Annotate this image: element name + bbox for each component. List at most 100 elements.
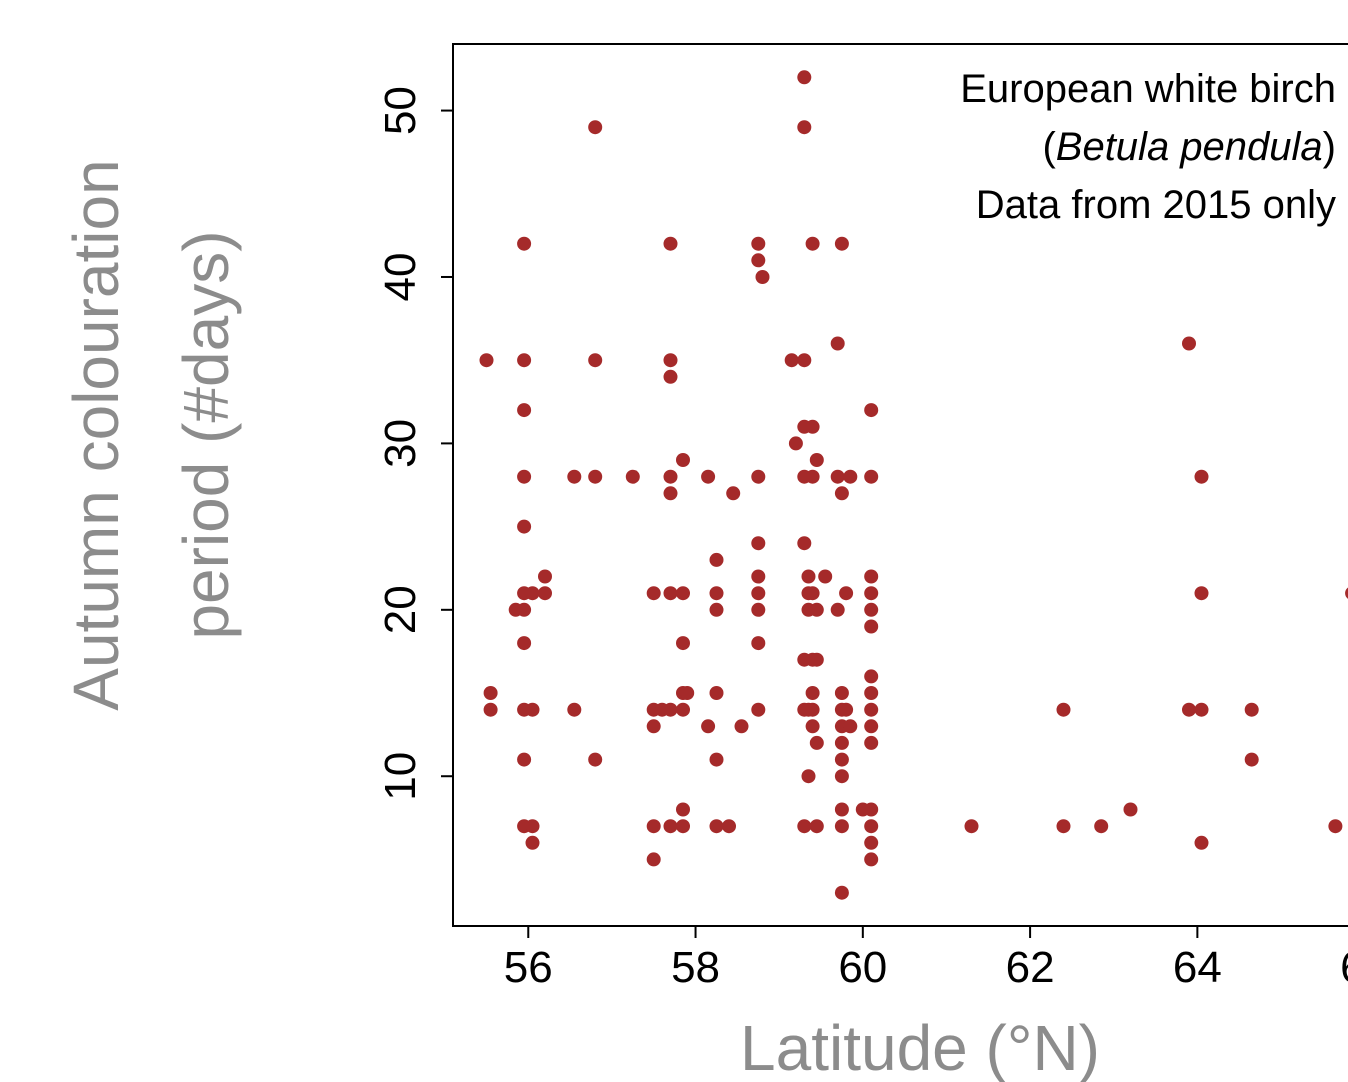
x-axis-title: Latitude (°N)	[740, 1012, 1100, 1082]
data-point	[646, 719, 661, 734]
data-point	[751, 469, 766, 484]
data-point	[809, 735, 824, 750]
data-point	[864, 619, 879, 634]
data-point	[864, 569, 879, 584]
data-point	[588, 752, 603, 767]
data-point	[751, 253, 766, 268]
data-point	[751, 569, 766, 584]
data-point	[801, 569, 816, 584]
data-point	[709, 752, 724, 767]
x-tick-label: 56	[504, 943, 553, 992]
y-axis-title-line-2: period (#days)	[170, 230, 242, 639]
data-point	[751, 702, 766, 717]
data-point	[525, 819, 540, 834]
annotation-species-common: European white birch	[960, 67, 1336, 111]
data-point	[525, 586, 540, 601]
data-point	[1056, 819, 1071, 834]
data-point	[805, 236, 820, 251]
data-point	[809, 453, 824, 467]
data-point	[751, 586, 766, 601]
data-point	[839, 586, 854, 601]
data-point	[1194, 586, 1209, 601]
y-tick-label: 50	[376, 86, 425, 135]
data-point	[855, 802, 870, 817]
data-point	[676, 636, 690, 651]
data-point	[864, 469, 879, 484]
data-point	[797, 353, 812, 368]
data-point	[797, 70, 812, 85]
x-tick-label: 66	[1340, 943, 1348, 992]
data-point	[517, 236, 532, 251]
data-point	[1345, 587, 1348, 599]
data-point	[646, 586, 661, 601]
data-point	[751, 602, 766, 617]
data-point	[726, 486, 741, 501]
data-point	[722, 819, 736, 834]
data-point	[1094, 819, 1109, 834]
data-point	[517, 469, 532, 484]
data-point	[676, 819, 690, 834]
data-point	[646, 819, 661, 834]
data-point	[663, 819, 678, 834]
data-point	[830, 336, 845, 351]
data-point	[676, 453, 690, 467]
data-point	[538, 586, 552, 601]
data-point	[525, 835, 540, 850]
y-axis: 10 20 30 40 50	[376, 86, 453, 801]
data-point	[864, 686, 879, 700]
data-point	[1328, 819, 1343, 834]
legend-annotation: European white birch (Betula pendula) Da…	[960, 67, 1336, 227]
data-point	[1194, 702, 1209, 717]
data-point	[663, 486, 678, 501]
data-point	[567, 702, 582, 717]
y-axis-title-line-1: Autumn colouration	[60, 159, 132, 710]
data-point	[864, 669, 879, 684]
data-point	[751, 536, 766, 551]
data-point	[805, 419, 820, 434]
data-point	[809, 602, 824, 617]
data-point	[751, 236, 766, 251]
data-point	[1194, 835, 1209, 850]
data-point	[676, 802, 690, 817]
data-point	[964, 819, 979, 834]
data-point	[834, 769, 849, 784]
data-point	[839, 702, 854, 717]
data-point	[517, 752, 532, 767]
data-point	[517, 403, 532, 418]
data-point	[834, 752, 849, 767]
annotation-species-latin: (Betula pendula)	[1042, 125, 1336, 169]
data-point	[809, 819, 824, 834]
data-point	[834, 819, 849, 834]
data-point	[864, 702, 879, 717]
data-point	[567, 469, 582, 484]
data-point	[784, 353, 799, 368]
data-point	[834, 802, 849, 817]
data-point	[663, 702, 678, 717]
data-point	[834, 486, 849, 501]
y-tick-label: 40	[376, 253, 425, 302]
data-point	[864, 835, 879, 850]
x-axis: 56 58 60 62 64 66	[504, 926, 1348, 992]
data-point	[834, 885, 849, 900]
data-point	[843, 719, 858, 734]
x-tick-label: 62	[1006, 943, 1055, 992]
data-point	[517, 519, 532, 534]
data-point	[479, 353, 494, 368]
data-point	[843, 469, 858, 484]
data-point	[864, 403, 879, 418]
data-point	[709, 602, 724, 617]
data-point	[864, 586, 879, 601]
data-point	[517, 636, 532, 651]
data-point	[663, 236, 678, 251]
y-tick-label: 20	[376, 585, 425, 634]
data-point	[805, 586, 820, 601]
data-point	[1194, 469, 1209, 484]
data-point	[709, 686, 724, 700]
data-point	[709, 586, 724, 601]
data-point	[663, 353, 678, 368]
data-point	[709, 819, 724, 834]
data-point	[517, 353, 532, 368]
data-point	[809, 652, 824, 667]
data-point	[864, 602, 879, 617]
data-point	[1182, 336, 1196, 351]
